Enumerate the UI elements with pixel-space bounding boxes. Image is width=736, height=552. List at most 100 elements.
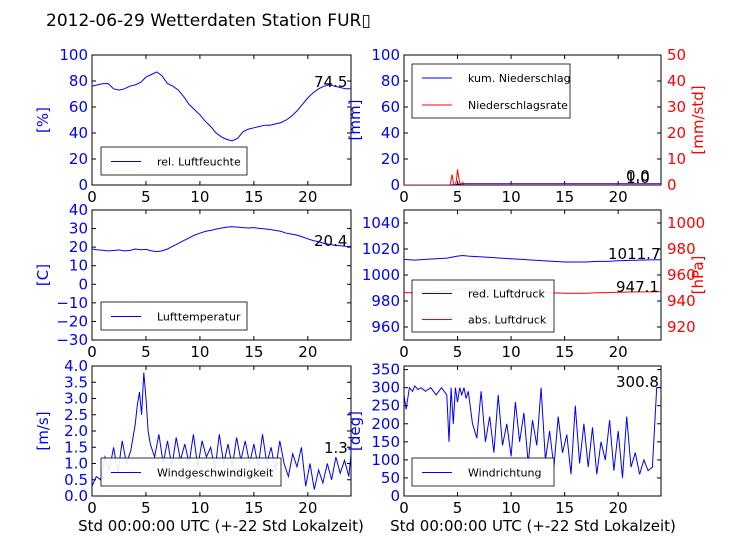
y-tick-label: 10	[69, 257, 88, 275]
legend-label: kum. Niederschlag	[468, 72, 571, 85]
x-tick-label: 15	[244, 499, 263, 517]
y-tick-label: 250	[371, 397, 400, 415]
y-tick-label: 1020	[362, 240, 400, 258]
series-line-0	[92, 71, 351, 142]
y-right-tick-label: 10	[667, 150, 686, 168]
x-tick-label: 10	[190, 499, 209, 517]
legend-label: Windgeschwindigkeit	[157, 467, 274, 480]
legend-box	[100, 146, 248, 176]
x-tick-label: 0	[87, 499, 97, 517]
y-axis-label: [deg]	[346, 411, 364, 451]
x-tick-label: 15	[555, 499, 574, 517]
x-tick-label: 5	[141, 188, 151, 206]
x-tick-label: 5	[453, 343, 463, 361]
y-tick-label: −10	[56, 294, 88, 312]
y-tick-label: 300	[371, 379, 400, 397]
x-tick-label: 20	[609, 343, 628, 361]
chart-pressure: 0 5 10 15 20 960 980 1000 1020 1040 920 940 960 980 10…	[362, 209, 707, 361]
y-tick-label: 30	[69, 220, 88, 238]
y-tick-label: 0.5	[64, 471, 88, 489]
y-tick-label: 2.5	[64, 406, 88, 424]
series-line-0	[404, 254, 661, 263]
legend-label: Windrichtung	[468, 467, 541, 480]
y-tick-label: 1.0	[64, 455, 88, 473]
legend-label: red. Luftdruck	[468, 288, 545, 301]
current-value-label: 1011.7	[608, 245, 661, 263]
current-value-label: 300.8	[616, 373, 659, 391]
y-tick-label: −20	[56, 312, 88, 330]
y-axis-label: [mm]	[346, 100, 364, 141]
x-tick-label: 5	[453, 188, 463, 206]
x-axis-label-left: Std 00:00:00 UTC (+-22 Std Lokalzeit)	[78, 517, 364, 535]
legend-label: rel. Luftfeuchte	[157, 156, 241, 169]
x-tick-label: 10	[502, 343, 521, 361]
y-tick-label: 40	[69, 124, 88, 142]
y-tick-label: 20	[69, 150, 88, 168]
x-tick-label: 5	[141, 343, 151, 361]
y-right-tick-label: 50	[667, 46, 686, 64]
y-tick-label: −30	[56, 331, 88, 349]
x-tick-label: 20	[298, 343, 317, 361]
y-right-axis-label: [hPa]	[689, 256, 707, 295]
series-line-0	[92, 226, 351, 253]
y-tick-label: 200	[371, 415, 400, 433]
chart-rain: 0 5 10 15 20 0 20 40 60 80 100 0 10 20 30 40 50 [mm] [mm/s…	[346, 46, 707, 206]
x-tick-label: 5	[141, 499, 151, 517]
y-tick-label: 80	[381, 72, 400, 90]
x-tick-label: 0	[399, 499, 409, 517]
y-tick-label: 100	[59, 46, 88, 64]
y-tick-label: 1040	[362, 214, 400, 232]
y-tick-label: 2.0	[64, 422, 88, 440]
series-line-1	[404, 169, 661, 185]
y-right-tick-label: 20	[667, 124, 686, 142]
y-tick-label: 20	[69, 238, 88, 256]
y-axis-label: [%]	[34, 107, 52, 133]
y-tick-label: 50	[381, 469, 400, 487]
x-tick-label: 15	[555, 188, 574, 206]
x-tick-label: 15	[244, 343, 263, 361]
current-value-label: 947.1	[616, 278, 659, 296]
y-tick-label: 80	[69, 72, 88, 90]
x-tick-label: 10	[190, 343, 209, 361]
y-right-tick-label: 40	[667, 72, 686, 90]
y-tick-label: 40	[381, 124, 400, 142]
legend-box	[411, 279, 555, 333]
y-right-tick-label: 1000	[667, 214, 705, 232]
y-tick-label: 40	[69, 201, 88, 219]
x-tick-label: 10	[502, 188, 521, 206]
y-tick-label: 0	[78, 176, 88, 194]
x-tick-label: 10	[190, 188, 209, 206]
y-tick-label: 0	[390, 487, 400, 505]
current-value-label: 1.0	[626, 169, 650, 187]
y-tick-label: 20	[381, 150, 400, 168]
y-tick-label: 980	[371, 292, 400, 310]
y-tick-label: 100	[371, 46, 400, 64]
y-tick-label: 350	[371, 361, 400, 379]
x-tick-label: 0	[399, 343, 409, 361]
current-value-label: 74.5	[314, 73, 347, 91]
chart-wind_speed: 0 5 10 15 20 0.00.51.01.52.02.53.03.54.0 [m/s]…	[34, 357, 352, 517]
x-tick-label: 15	[244, 188, 263, 206]
legend-label: Niederschlagsrate	[468, 99, 568, 112]
legend-box	[411, 63, 571, 119]
current-value-label: 20.4	[314, 232, 347, 250]
x-tick-label: 20	[609, 188, 628, 206]
x-tick-label: 0	[87, 343, 97, 361]
y-right-tick-label: 980	[667, 240, 696, 258]
current-value-label: 1.3	[324, 439, 348, 457]
series-line-0	[404, 183, 661, 185]
x-tick-label: 10	[502, 499, 521, 517]
legend-label: abs. Luftdruck	[468, 314, 547, 327]
figure-title: 2012-06-29 Wetterdaten Station FUR▯	[46, 11, 371, 31]
chart-humidity: 0 5 10 15 20 0 20 40 60 80 100 [%] 74.5 rel. Luftfeuc…	[34, 46, 352, 206]
y-tick-label: 0.0	[64, 487, 88, 505]
x-tick-label: 15	[555, 343, 574, 361]
y-axis-label: [m/s]	[34, 411, 52, 450]
current-value-label: 0.0	[626, 167, 650, 185]
y-right-tick-label: 0	[667, 176, 677, 194]
y-axis-label: [C]	[34, 264, 52, 286]
y-tick-label: 150	[371, 433, 400, 451]
y-tick-label: 100	[371, 451, 400, 469]
y-right-tick-label: 940	[667, 292, 696, 310]
